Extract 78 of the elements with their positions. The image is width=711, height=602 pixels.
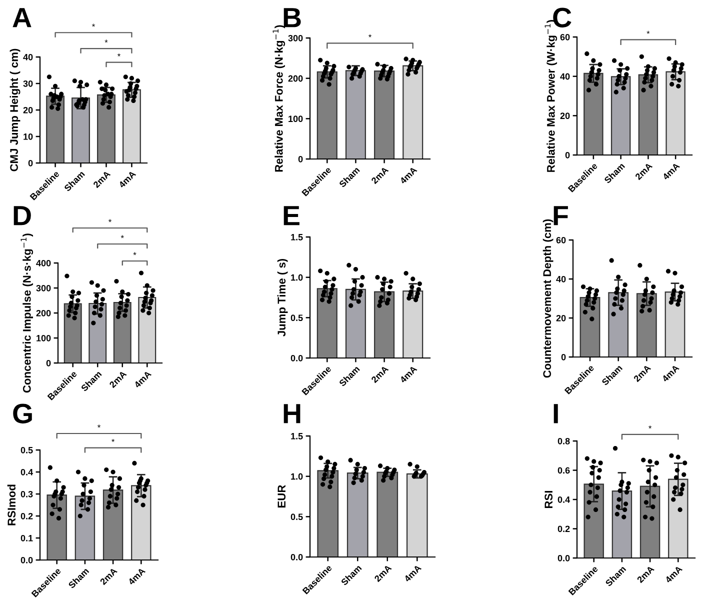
- y-tick-label: 100: [288, 116, 303, 122]
- bar: [102, 489, 124, 560]
- y-tick-label: 1.0: [291, 274, 303, 281]
- bar: [131, 485, 152, 560]
- bar: [640, 486, 660, 558]
- y-axis-title: RSI: [544, 490, 553, 508]
- chart-title: F: [554, 206, 568, 226]
- text: *: [104, 40, 108, 43]
- y-tick-label: 40: [560, 73, 570, 80]
- text: *: [646, 30, 650, 34]
- y-tick-label: 10: [24, 133, 33, 140]
- y-tick-label: 40: [556, 276, 566, 282]
- y-tick-label: 0: [28, 160, 33, 166]
- y-tick-label: 0.2: [558, 526, 570, 532]
- y-tick-label: 0.8: [558, 438, 570, 444]
- y-axis-title: Countermovement Depth (cm): [542, 219, 554, 378]
- y-tick-label: 0.5: [290, 314, 303, 322]
- text: *: [117, 53, 120, 56]
- y-tick-label: 0.2: [20, 512, 33, 520]
- y-tick-label: 30: [23, 80, 33, 87]
- y-tick-label: 0: [561, 354, 566, 360]
- text: *: [112, 438, 115, 442]
- y-tick-label: 1.5: [291, 234, 303, 240]
- bar: [402, 65, 424, 159]
- y-tick-label: 1.5: [291, 433, 303, 440]
- chart-title: H: [284, 404, 300, 424]
- y-tick-label: 0.0: [290, 354, 303, 362]
- chart-title: E: [284, 206, 300, 226]
- y-tick-label: 0.4: [20, 468, 34, 476]
- y-tick-label: 0.0: [20, 556, 33, 564]
- y-tick-label: 20: [556, 314, 566, 322]
- chart-title: G: [13, 404, 32, 424]
- text: *: [92, 24, 95, 27]
- y-tick-label: 200: [288, 75, 303, 82]
- y-tick-label: 0.0: [558, 554, 570, 562]
- y-tick-label: 0.1: [20, 534, 33, 542]
- y-tick-label: 20: [560, 112, 570, 120]
- y-tick-label: 0.5: [20, 446, 33, 454]
- y-axis-title: RSImod: [7, 484, 16, 526]
- y-tick-label: 0.0: [290, 554, 303, 560]
- y-tick-label: 1.0: [291, 473, 303, 480]
- y-axis-title: Relative Max Force (N·kg$^{−1}$): [272, 25, 286, 172]
- y-axis-title: EUR: [278, 485, 286, 508]
- text: *: [368, 34, 372, 38]
- y-tick-label: 300: [288, 34, 303, 42]
- bar: [316, 71, 338, 159]
- bar: [88, 302, 107, 363]
- y-axis-title: Jump Time ( s): [277, 258, 288, 336]
- y-axis-title: Concentric Impulse (N·s·kg$^{−1}$): [20, 234, 34, 393]
- bar: [46, 494, 67, 560]
- bar: [668, 478, 688, 558]
- y-tick-label: 0: [298, 156, 303, 162]
- y-tick-label: 0.4: [558, 496, 570, 503]
- y-tick-label: 400: [36, 260, 51, 266]
- text: *: [98, 424, 100, 428]
- chart-title: I: [554, 404, 558, 424]
- y-tick-label: 0: [46, 360, 51, 366]
- y-tick-label: 0.6: [558, 467, 570, 474]
- y-tick-label: 20: [23, 106, 33, 114]
- text: *: [648, 426, 652, 429]
- text: *: [120, 235, 124, 238]
- y-tick-label: 60: [560, 34, 570, 40]
- y-axis-title: CMJ Jump Height ( cm): [10, 48, 20, 172]
- y-tick-label: 0.3: [20, 490, 33, 498]
- bar: [374, 70, 395, 159]
- chart-title: B: [284, 8, 301, 28]
- y-tick-label: 300: [36, 284, 51, 292]
- bar: [345, 70, 366, 159]
- y-tick-label: 60: [556, 236, 566, 244]
- text: *: [133, 252, 136, 256]
- chart-title: A: [12, 8, 32, 28]
- y-tick-label: 0: [565, 152, 570, 158]
- chart-title: D: [14, 206, 31, 226]
- y-tick-label: 200: [36, 310, 51, 316]
- y-tick-label: 0.5: [290, 514, 303, 520]
- text: *: [108, 219, 112, 222]
- y-tick-label: 100: [36, 334, 51, 342]
- y-tick-label: 40: [23, 54, 33, 60]
